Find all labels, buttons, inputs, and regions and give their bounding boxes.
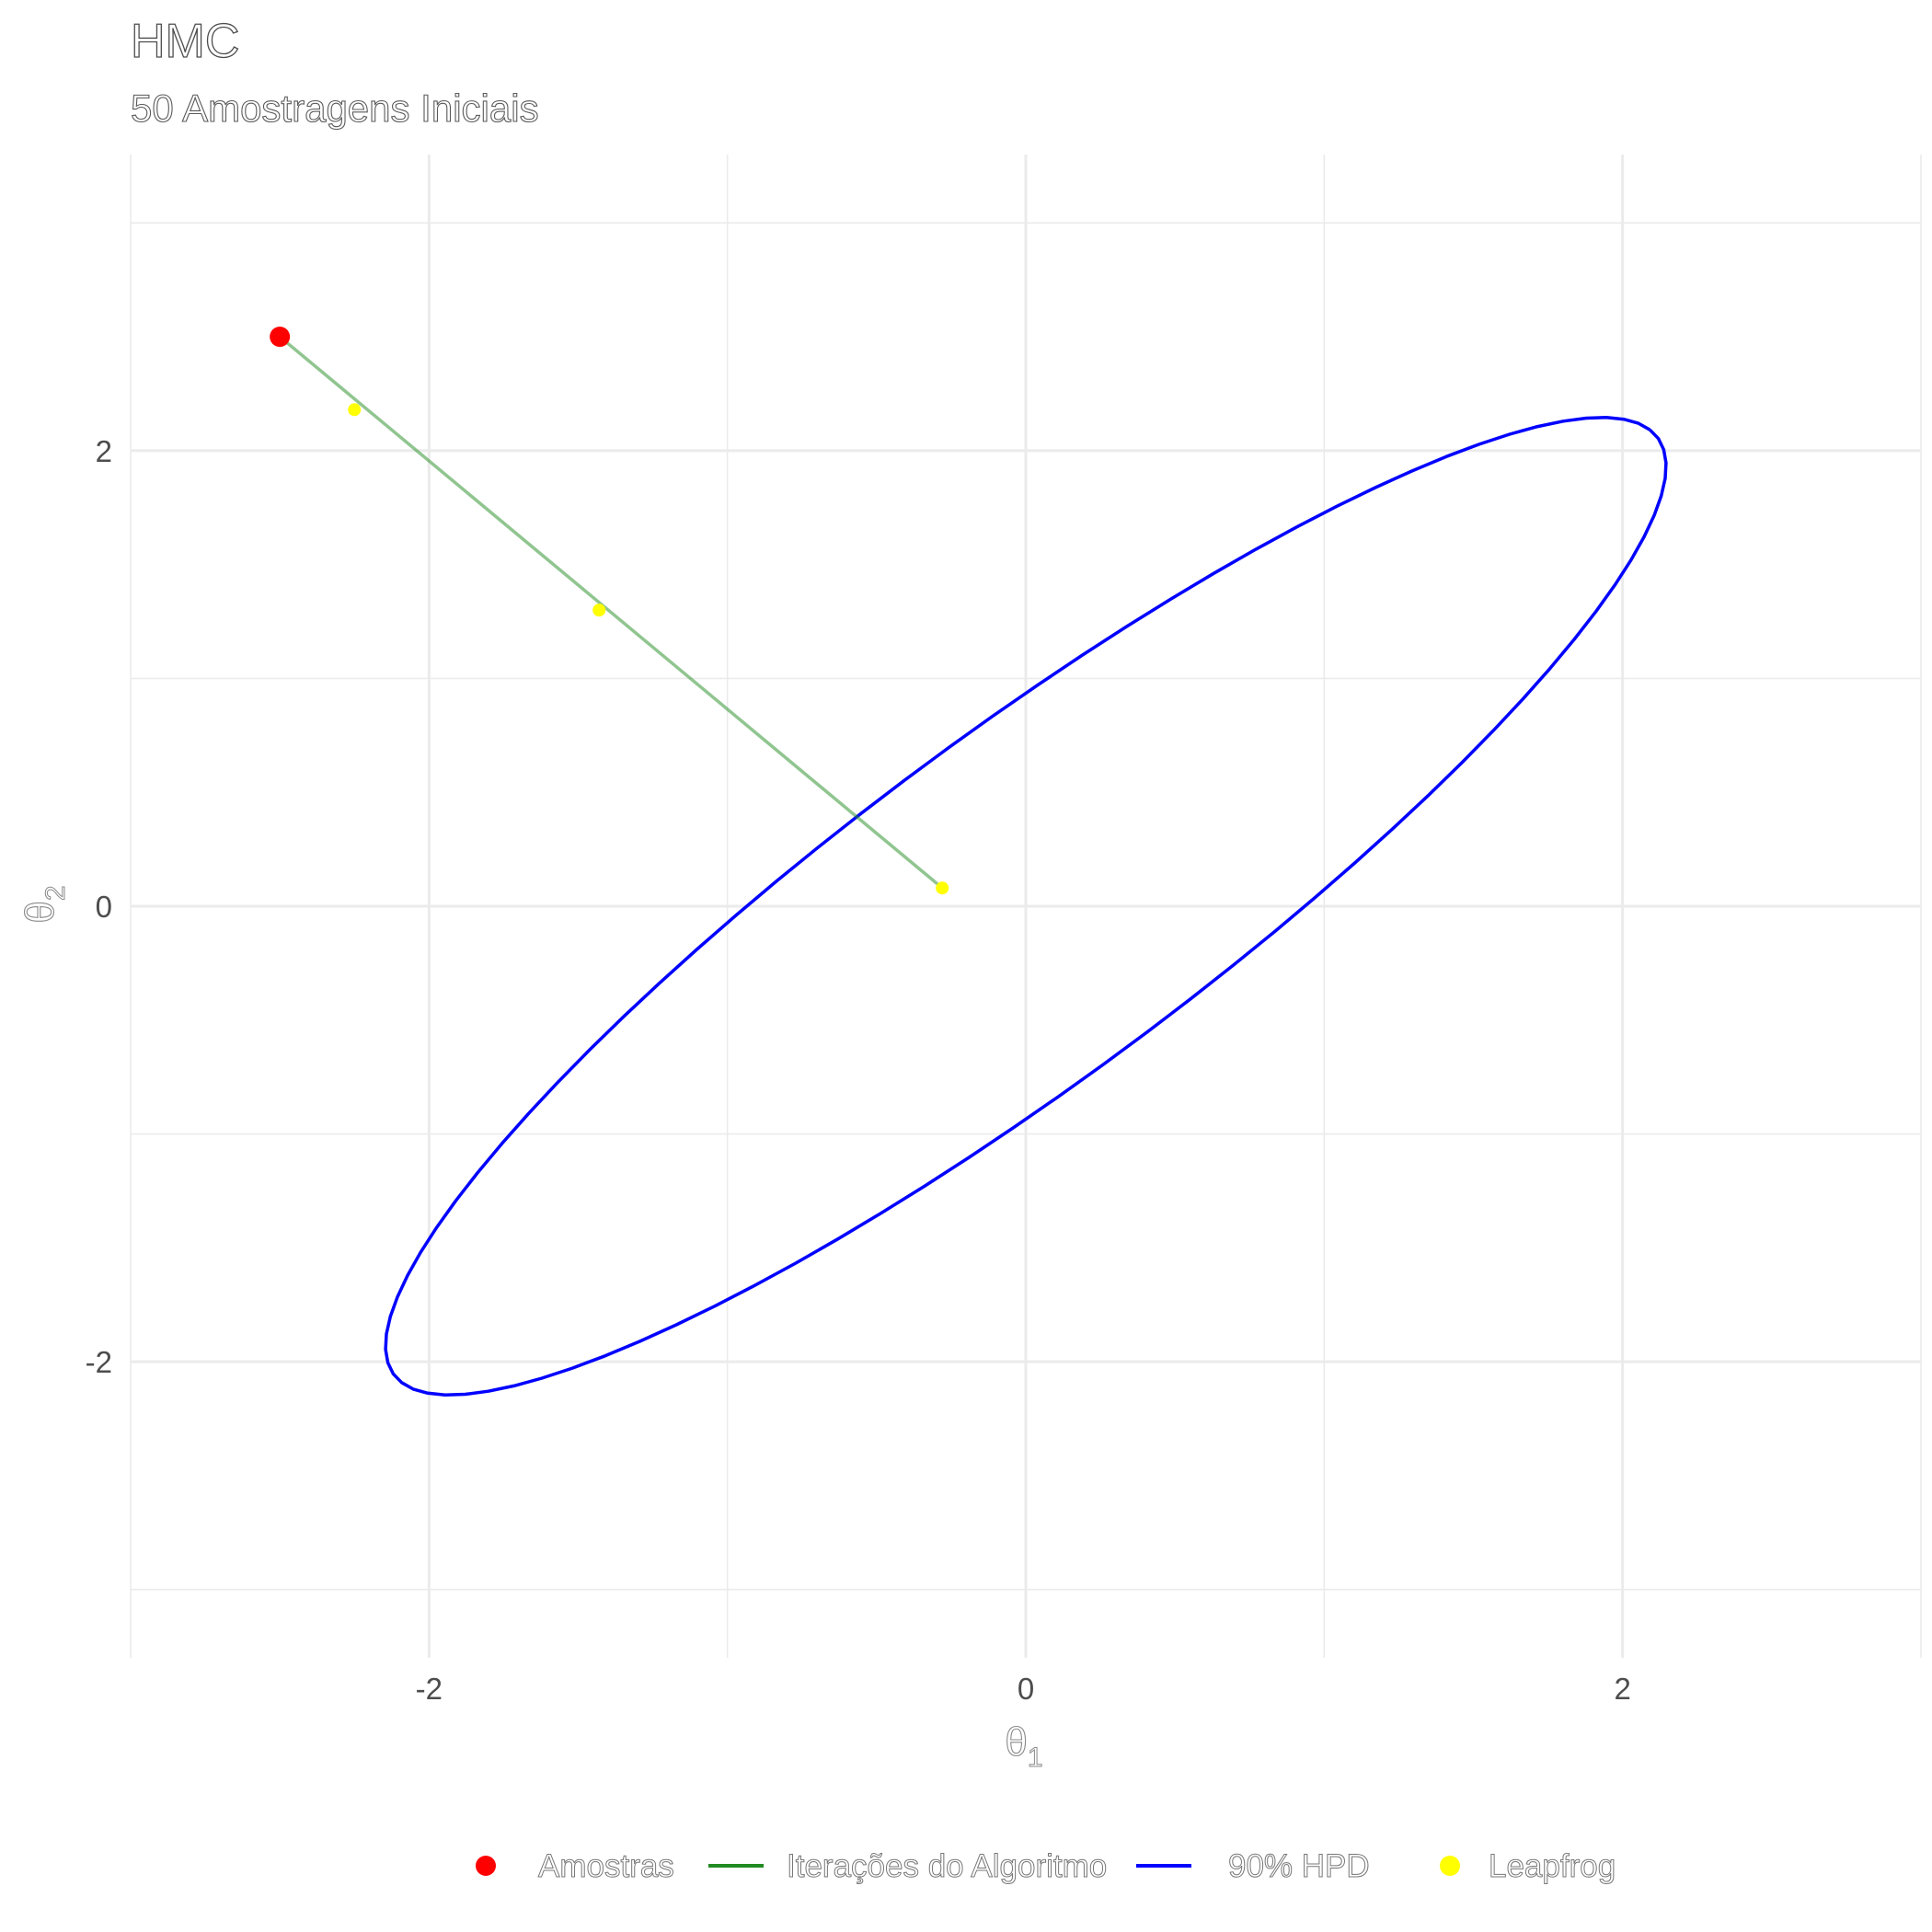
leapfrog-point (348, 403, 362, 417)
y-axis-label: θ2 (17, 885, 71, 923)
x-tick-label: 0 (1018, 1672, 1034, 1706)
hpd-ellipse (384, 416, 1668, 1397)
legend-item: Amostras (476, 1848, 674, 1885)
legend-label: 90% HPD (1228, 1848, 1370, 1884)
iteration-line (279, 335, 944, 890)
chart-title: HMC (131, 15, 239, 68)
chart-subtitle: 50 Amostragens Iniciais (131, 86, 539, 130)
legend-label: Iterações do Algoritmo (787, 1848, 1107, 1884)
sample-point (270, 327, 291, 348)
hpd-ellipse-layer (384, 416, 1668, 1397)
iteration-line-layer (279, 335, 944, 890)
legend-item: 90% HPD (1136, 1848, 1370, 1885)
x-axis-label: θ1 (1005, 1719, 1042, 1773)
x-tick-labels: -2 0 2 (416, 1672, 1631, 1706)
legend-key-point (476, 1856, 496, 1876)
leapfrog-point (936, 881, 949, 895)
legend-label: Leapfrog (1489, 1848, 1616, 1884)
y-tick-label: 0 (96, 890, 112, 924)
point-layer (270, 327, 949, 895)
legend: Amostras Iterações do Algoritmo 90% HPD Lea… (476, 1848, 1616, 1885)
y-tick-label: -2 (86, 1345, 112, 1379)
leapfrog-point (592, 604, 606, 617)
y-tick-labels: -2 0 2 (86, 434, 112, 1379)
legend-label: Amostras (538, 1848, 674, 1884)
x-tick-label: -2 (416, 1672, 443, 1706)
legend-item: Leapfrog (1440, 1848, 1616, 1885)
x-tick-label: 2 (1614, 1672, 1630, 1706)
legend-item: Iterações do Algoritmo (708, 1848, 1108, 1885)
y-tick-label: 2 (96, 434, 112, 468)
grid (130, 155, 1922, 1658)
legend-key-point (1440, 1856, 1460, 1876)
